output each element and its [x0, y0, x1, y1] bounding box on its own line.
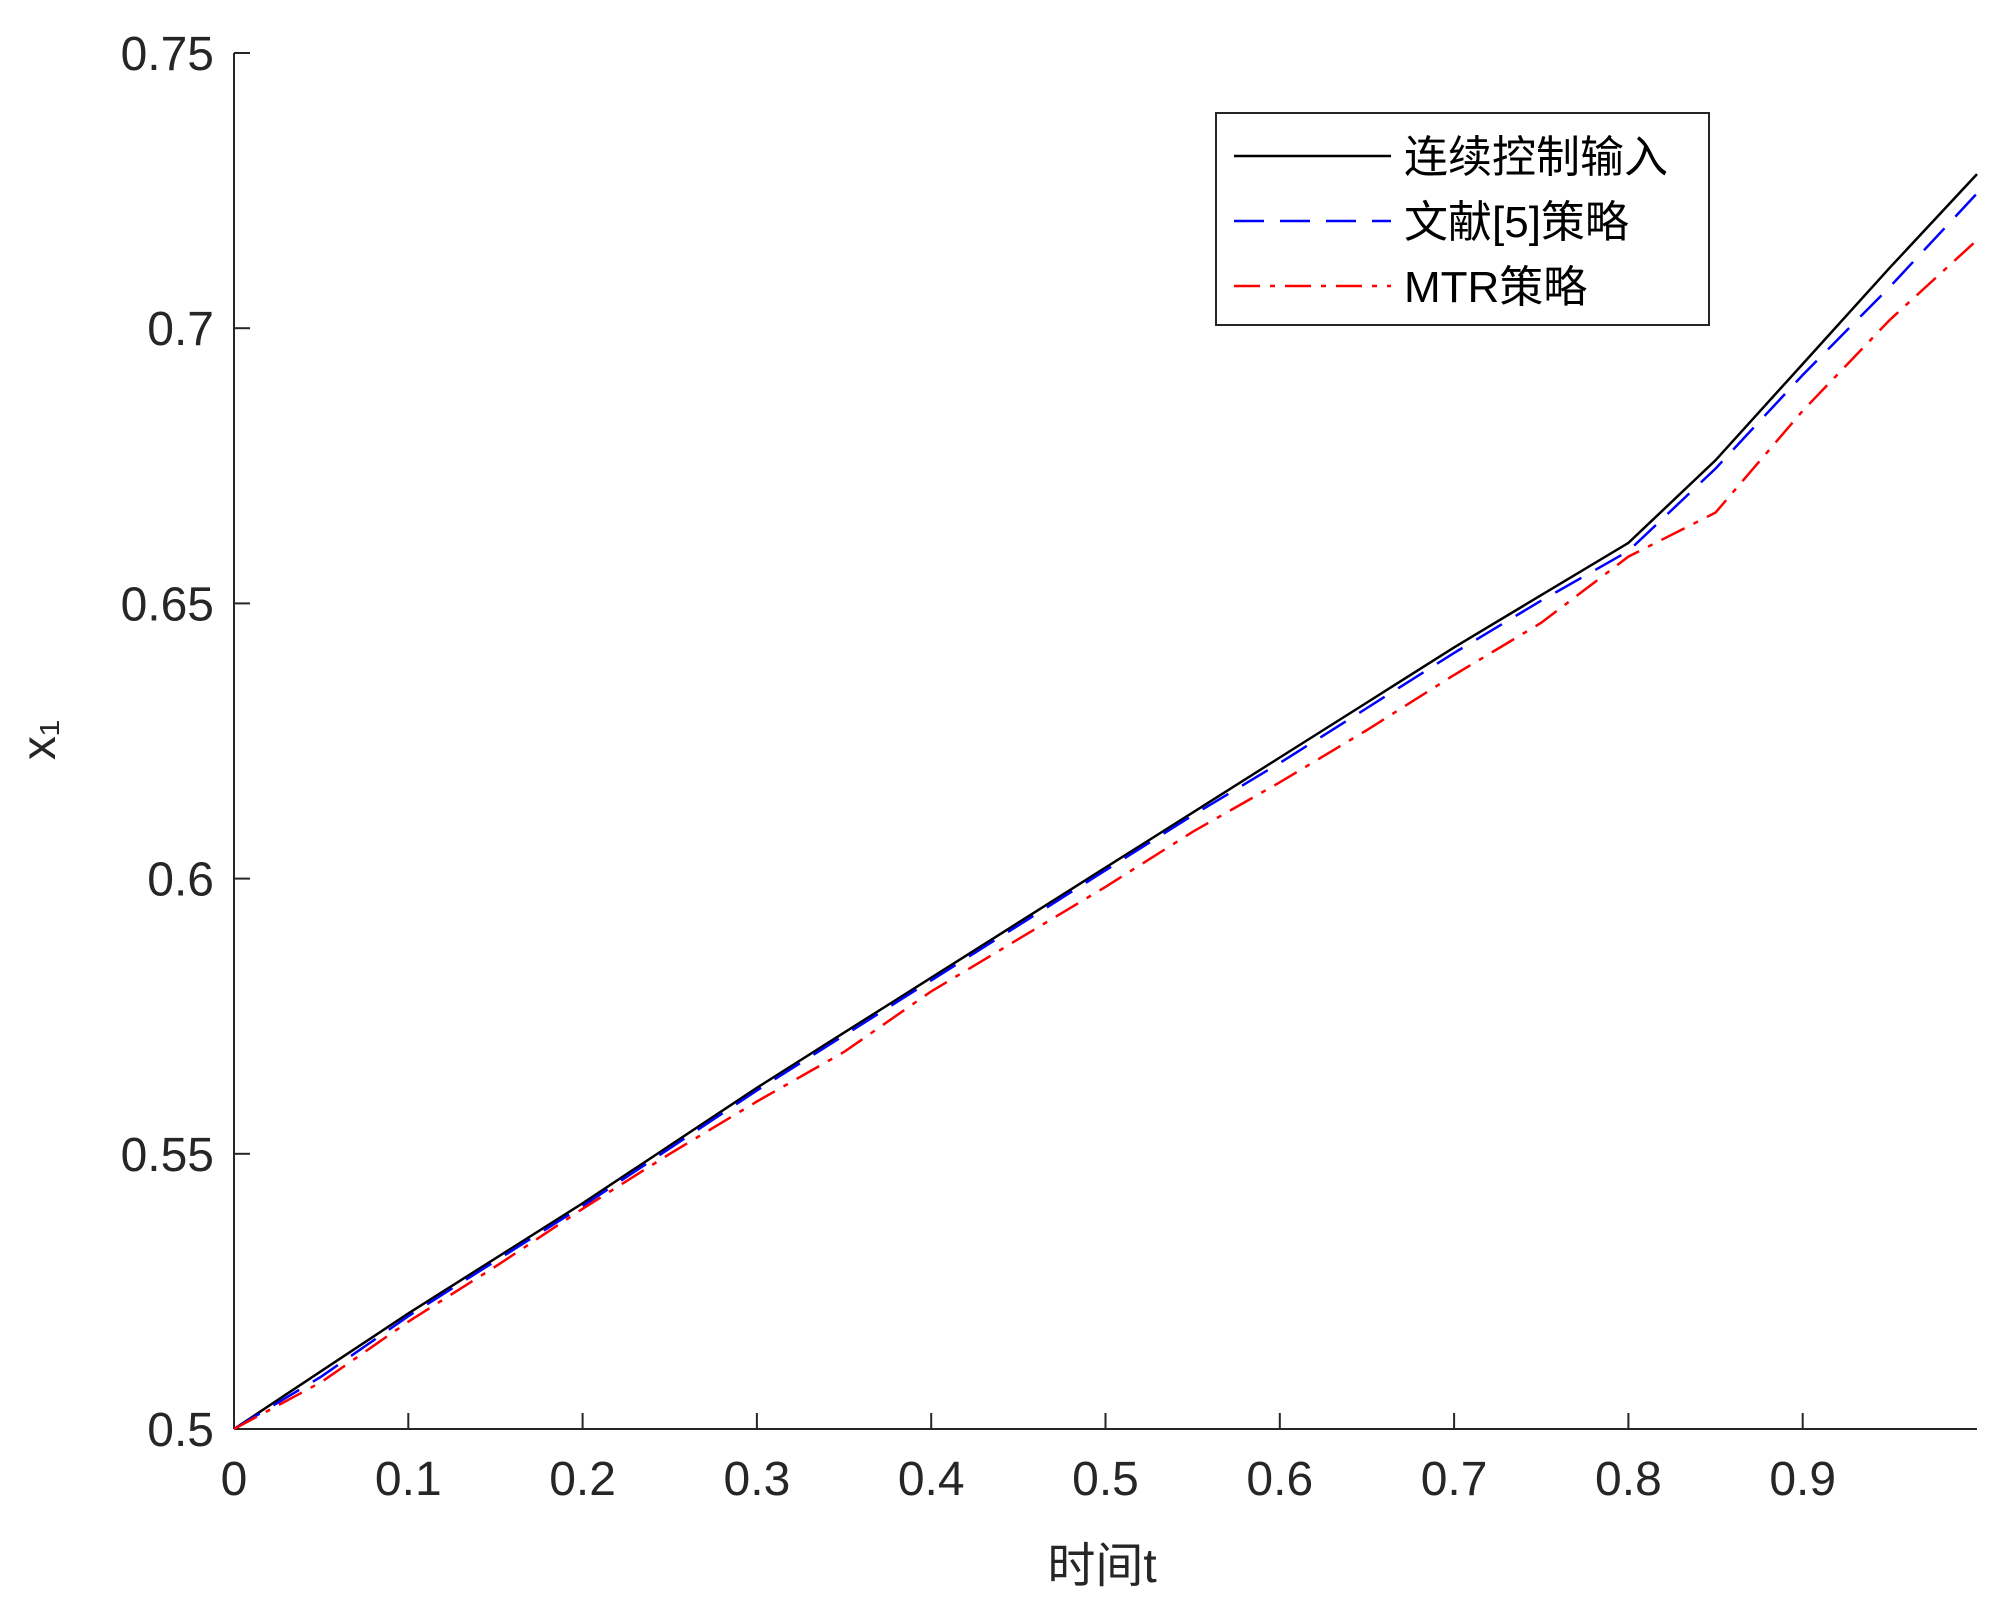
x-axis-label: 时间t — [1047, 1540, 1156, 1593]
data-line — [233, 173, 1978, 1431]
x-tick-label: 0.6 — [1246, 1453, 1313, 1506]
y-axis-label: x₁ — [13, 720, 66, 760]
x-tick-label: 0.8 — [1595, 1453, 1662, 1506]
y-tick-label: 0.5 — [147, 1404, 214, 1457]
x-tick-label: 0.1 — [375, 1453, 442, 1506]
x-tick-label: 0.4 — [898, 1453, 965, 1506]
y-tick-label: 0.65 — [121, 578, 214, 631]
x-tick-label: 0.2 — [549, 1453, 616, 1506]
data-line — [233, 192, 1978, 1431]
y-tick-label: 0.75 — [121, 28, 214, 81]
x-tick-label: 0 — [221, 1453, 248, 1506]
y-tick-label: 0.55 — [121, 1129, 214, 1182]
x-tick-label: 0.3 — [724, 1453, 791, 1506]
legend-label: 连续控制输入 — [1404, 133, 1668, 182]
legend-box — [1215, 112, 1710, 326]
y-tick-label: 0.6 — [147, 854, 214, 907]
legend-label: 文献[5]策略 — [1404, 198, 1629, 247]
x-tick-label: 0.5 — [1072, 1453, 1139, 1506]
legend-label: MTR策略 — [1404, 263, 1587, 312]
y-tick-label: 0.7 — [147, 303, 214, 356]
data-line — [233, 239, 1978, 1431]
x-tick-label: 0.7 — [1421, 1453, 1488, 1506]
x-tick-label: 0.9 — [1769, 1453, 1836, 1506]
